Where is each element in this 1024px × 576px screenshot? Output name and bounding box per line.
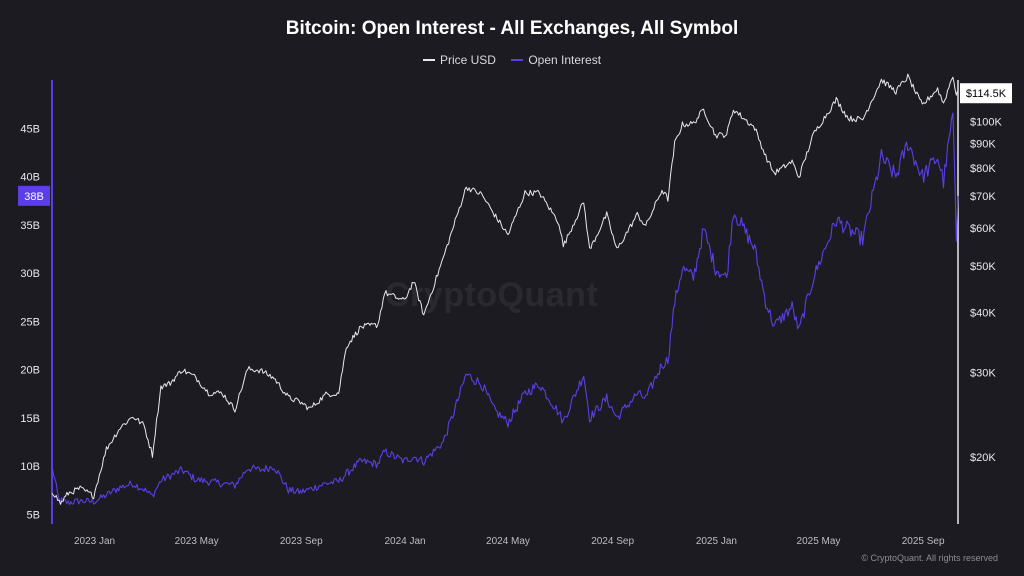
- chart-title: Bitcoin: Open Interest - All Exchanges, …: [285, 18, 739, 39]
- right-tick-label: $40K: [970, 307, 996, 319]
- legend-label-open-interest: Open Interest: [528, 53, 602, 67]
- x-tick-label: 2023 May: [175, 536, 219, 547]
- left-tick-label: 30B: [20, 268, 40, 280]
- legend-item-open-interest[interactable]: Open Interest: [511, 53, 601, 67]
- x-tick-label: 2023 Jan: [74, 536, 115, 547]
- left-tick-label: 25B: [20, 316, 40, 328]
- x-tick-label: 2025 May: [797, 536, 841, 547]
- open-interest-current-badge: [18, 185, 50, 206]
- right-tick-label: $50K: [970, 261, 996, 273]
- x-tick-label: 2024 Jan: [384, 536, 425, 547]
- left-tick-label: 40B: [20, 172, 40, 184]
- right-tick-label: $100K: [970, 116, 1002, 128]
- open-interest-line: [51, 112, 959, 506]
- price-current-label: $114.5K: [966, 88, 1007, 100]
- watermark: CryptoQuant: [385, 276, 599, 314]
- left-tick-label: 5B: [27, 509, 40, 521]
- legend-item-price[interactable]: Price USD: [422, 53, 496, 67]
- left-tick-label: 45B: [20, 123, 40, 135]
- left-tick-label: 35B: [20, 220, 40, 232]
- legend-label-price: Price USD: [439, 53, 496, 67]
- legend-swatch-open-interest: [511, 59, 524, 61]
- x-tick-label: 2024 Sep: [591, 536, 634, 547]
- price-current-badge: [960, 83, 1012, 104]
- right-tick-label: $20K: [970, 452, 996, 464]
- copyright-notice: © CryptoQuant. All rights reserved: [861, 553, 998, 563]
- open-interest-current-label: 38B: [24, 191, 44, 203]
- x-tick-label: 2025 Jan: [696, 536, 737, 547]
- right-tick-label: $80K: [970, 163, 996, 175]
- left-tick-label: 10B: [20, 461, 40, 473]
- legend: Price USD Open Interest: [0, 50, 1024, 67]
- legend-swatch-price: [422, 59, 435, 61]
- right-tick-label: $70K: [970, 191, 996, 203]
- left-tick-label: 15B: [20, 413, 40, 425]
- x-tick-label: 2023 Sep: [280, 536, 323, 547]
- price-line: [51, 73, 959, 505]
- x-tick-label: 2025 Sep: [902, 536, 945, 547]
- left-tick-label: 20B: [20, 365, 40, 377]
- right-tick-label: $60K: [970, 223, 996, 235]
- right-tick-label: $30K: [970, 367, 996, 379]
- x-tick-label: 2024 May: [486, 536, 530, 547]
- right-tick-label: $90K: [970, 138, 996, 150]
